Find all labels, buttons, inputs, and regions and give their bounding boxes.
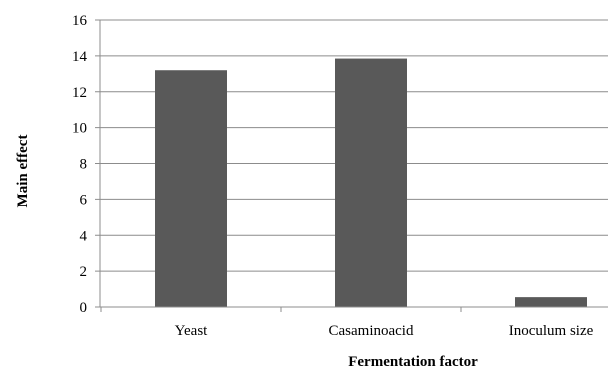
y-tick-label: 2 bbox=[80, 264, 88, 280]
y-tick-label: 6 bbox=[80, 192, 88, 208]
y-tick-label: 12 bbox=[72, 85, 87, 101]
x-category-label: Inoculum size bbox=[509, 323, 594, 339]
y-tick-label: 10 bbox=[72, 121, 87, 137]
x-category-labels: Yeast Casaminoacid Inoculum size bbox=[100, 307, 594, 339]
y-tick-labels: 0 2 4 6 8 10 12 14 16 bbox=[72, 13, 100, 316]
x-category-label: Yeast bbox=[175, 323, 208, 339]
y-tick-label: 16 bbox=[72, 13, 88, 29]
y-tick-label: 0 bbox=[80, 300, 88, 316]
bar-inoculum-size bbox=[515, 297, 587, 307]
y-axis-title: Main effect bbox=[15, 135, 31, 208]
bar-casaminoacid bbox=[335, 58, 407, 307]
x-category-label: Casaminoacid bbox=[329, 323, 414, 339]
bar-yeast bbox=[155, 70, 227, 307]
x-axis-title: Fermentation factor bbox=[348, 354, 478, 370]
y-tick-label: 8 bbox=[80, 157, 88, 173]
y-tick-label: 14 bbox=[72, 49, 88, 65]
bars bbox=[155, 58, 587, 307]
y-tick-label: 4 bbox=[80, 228, 88, 244]
